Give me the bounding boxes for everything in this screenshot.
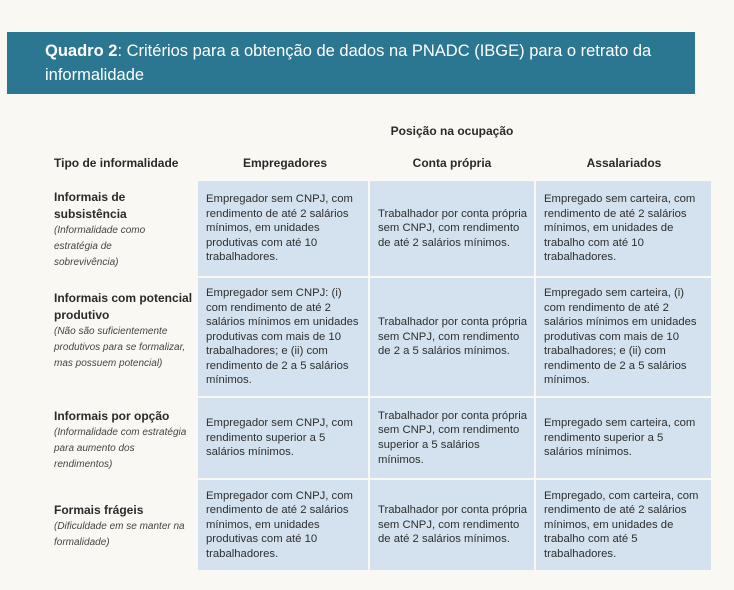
row-label-potencial-produtivo: Informais com potencial produtivo (Não s… [54,290,194,372]
group-header: Posição na ocupação [390,124,514,138]
cell-assalariados: Empregado sem carteira, com rendimento d… [536,181,711,276]
row-subtitle: (Não são suficientemente produtivos para… [54,326,186,369]
column-header-conta-propria: Conta própria [412,156,492,170]
title-label: Quadro 2 [45,42,118,60]
cell-conta-propria: Trabalhador por conta própria sem CNPJ, … [370,278,534,396]
cell-conta-propria: Trabalhador por conta própria sem CNPJ, … [370,480,534,570]
title-banner: Quadro 2: Critérios para a obtenção de d… [7,32,695,94]
cell-assalariados: Empregado sem carteira, com rendimento s… [536,398,711,478]
cell-assalariados: Empregado, com carteira, com rendimento … [536,480,711,570]
cell-empregadores: Empregador sem CNPJ, com rendimento supe… [198,398,368,478]
column-header-tipo: Tipo de informalidade [54,156,179,170]
row-title: Informais por opção [54,409,170,423]
row-title: Formais frágeis [54,503,144,517]
title-text: : Critérios para a obtenção de dados na … [45,42,652,84]
cell-conta-propria: Trabalhador por conta própria sem CNPJ, … [370,181,534,276]
cell-empregadores: Empregador sem CNPJ: (i) com rendimento … [198,278,368,396]
cell-empregadores: Empregador sem CNPJ, com rendimento de a… [198,181,368,276]
row-label-por-opcao: Informais por opção (Informalidade com e… [54,408,194,473]
column-header-empregadores: Empregadores [242,156,328,170]
column-header-assalariados: Assalariados [586,156,662,170]
row-label-subsistencia: Informais de subsistência (Informalidade… [54,189,194,271]
row-title: Informais de subsistência [54,190,127,221]
row-subtitle: (Informalidade como estratégia de sobrev… [54,225,146,268]
cell-empregadores: Empregador com CNPJ, com rendimento de a… [198,480,368,570]
cell-assalariados: Empregado sem carteira, (i) com rendimen… [536,278,711,396]
row-subtitle: (Informalidade com estratégia para aumen… [54,427,187,470]
row-subtitle: (Dificuldade em se manter na formalidade… [54,521,185,548]
row-title: Informais com potencial produtivo [54,291,193,322]
row-label-formais-frageis: Formais frágeis (Dificuldade em se mante… [54,502,194,551]
cell-conta-propria: Trabalhador por conta própria sem CNPJ, … [370,398,534,478]
